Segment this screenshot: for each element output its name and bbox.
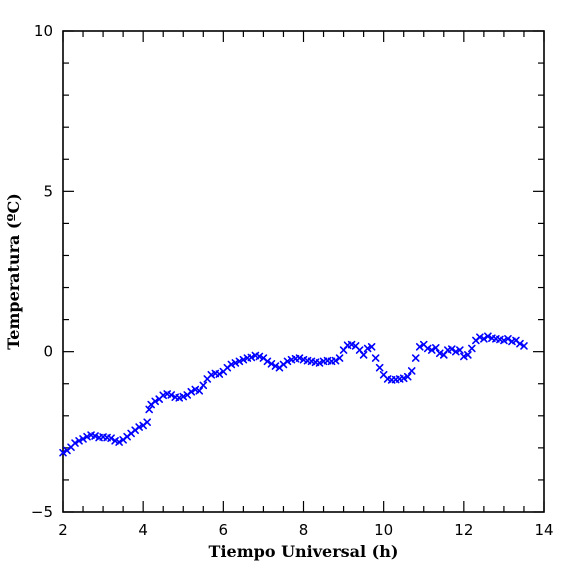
data-point	[107, 434, 115, 443]
data-point	[111, 437, 119, 445]
data-point	[135, 423, 143, 431]
data-point	[235, 357, 244, 366]
data-point	[143, 418, 151, 427]
data-point	[195, 386, 204, 395]
data-point	[247, 353, 256, 362]
data-point	[448, 345, 456, 353]
data-point	[504, 335, 512, 343]
data-point	[263, 357, 272, 366]
data-point	[476, 333, 484, 342]
data-point	[359, 351, 368, 359]
data-point	[215, 370, 224, 378]
data-point	[145, 405, 153, 414]
data-point	[411, 354, 420, 362]
data-point	[115, 438, 123, 446]
data-point	[227, 360, 236, 369]
data-point	[187, 387, 196, 396]
data-point	[367, 343, 376, 351]
data-point	[399, 374, 408, 383]
data-point	[431, 344, 440, 352]
data-point	[75, 437, 83, 445]
data-point	[480, 335, 488, 343]
data-point	[403, 372, 412, 381]
data-point	[516, 339, 524, 348]
data-point	[175, 394, 184, 402]
data-point	[239, 355, 248, 364]
data-points	[59, 332, 528, 457]
data-point	[347, 340, 356, 349]
x-tick-label: 10	[374, 521, 393, 539]
y-tick-label: 0	[43, 343, 53, 361]
x-axis-title: Tiempo Universal (h)	[209, 542, 399, 561]
x-tick-label: 2	[58, 521, 68, 539]
data-point	[191, 385, 200, 394]
data-point	[91, 432, 99, 440]
data-point	[267, 360, 276, 368]
data-point	[452, 347, 460, 356]
data-point	[520, 342, 528, 350]
data-point	[231, 359, 240, 367]
data-point	[255, 352, 264, 361]
data-point	[464, 351, 472, 359]
data-point	[79, 435, 87, 443]
y-tick-label: 10	[34, 22, 53, 40]
data-point	[151, 397, 159, 406]
data-point	[207, 370, 216, 379]
data-point	[468, 344, 476, 353]
x-tick-label: 6	[219, 521, 229, 539]
axis-ticks	[62, 30, 545, 513]
y-tick-label: 5	[43, 182, 53, 200]
data-point	[456, 346, 464, 354]
axis-tick-labels: 2 4 6 8 10 12 14 −5 0 5 10	[31, 22, 554, 539]
data-point	[460, 352, 468, 361]
data-point	[331, 356, 340, 365]
data-point	[283, 357, 292, 366]
data-point	[375, 363, 384, 372]
y-tick-label: −5	[31, 503, 53, 521]
data-point	[295, 354, 304, 362]
data-point	[199, 381, 208, 390]
data-point	[315, 359, 324, 367]
data-point	[407, 367, 416, 375]
data-point	[435, 349, 444, 358]
data-point	[415, 343, 424, 351]
data-point	[363, 344, 372, 353]
x-tick-label: 12	[454, 521, 473, 539]
data-point	[371, 354, 380, 362]
data-point	[179, 392, 188, 401]
y-axis-title: Temperatura (ºC)	[4, 193, 23, 350]
x-tick-label: 4	[138, 521, 148, 539]
data-point	[167, 391, 176, 399]
data-point	[159, 391, 168, 400]
data-point	[335, 354, 344, 362]
plot-frame	[62, 30, 545, 513]
data-point	[71, 439, 79, 447]
data-point	[500, 336, 508, 345]
data-point	[423, 344, 432, 353]
x-tick-label: 8	[299, 521, 309, 539]
data-point	[83, 432, 91, 441]
data-point	[484, 332, 492, 341]
data-point	[59, 448, 67, 457]
data-point	[271, 362, 280, 370]
x-tick-label: 14	[534, 521, 553, 539]
data-point	[427, 346, 436, 354]
